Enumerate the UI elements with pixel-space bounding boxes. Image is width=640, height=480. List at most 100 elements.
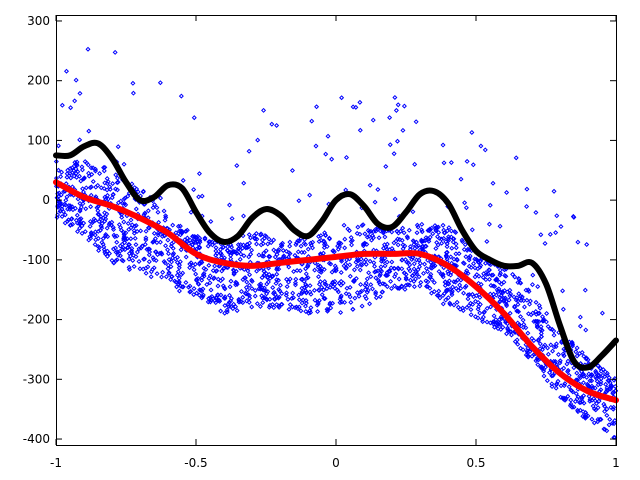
scatter-point <box>462 200 468 206</box>
scatter-point <box>101 168 107 174</box>
scatter-point <box>70 221 76 227</box>
scatter-point <box>228 242 234 248</box>
scatter-point <box>212 263 218 269</box>
scatter-point <box>293 242 299 248</box>
scatter-point <box>544 378 550 384</box>
scatter-point <box>543 319 549 325</box>
scatter-point <box>227 202 233 208</box>
scatter-point <box>529 353 535 359</box>
scatter-point <box>569 404 575 410</box>
scatter-point <box>375 187 381 193</box>
scatter-point <box>304 275 310 281</box>
scatter-point <box>113 249 119 255</box>
scatter-point <box>213 248 219 254</box>
scatter-point <box>294 268 300 274</box>
scatter-point <box>98 185 104 191</box>
scatter-point <box>200 294 206 300</box>
scatter-point <box>533 210 539 216</box>
scatter-point <box>301 278 307 284</box>
scatter-point <box>298 308 304 314</box>
scatter-point <box>102 249 108 255</box>
scatter-point <box>231 301 237 307</box>
scatter-point <box>72 205 78 211</box>
scatter-point <box>168 277 174 283</box>
scatter-point <box>106 251 112 257</box>
scatter-point <box>553 344 559 350</box>
scatter-point <box>481 309 488 315</box>
scatter-point <box>233 304 239 310</box>
scatter-point <box>459 237 465 243</box>
scatter-point <box>425 284 431 290</box>
scatter-point <box>162 260 168 266</box>
scatter-point <box>490 180 496 186</box>
scatter-point <box>196 292 202 298</box>
scatter-point <box>573 391 579 397</box>
scatter-point <box>328 282 334 288</box>
scatter-point <box>230 267 236 273</box>
scatter-point <box>314 302 320 308</box>
scatter-point <box>248 251 254 257</box>
scatter-point <box>387 142 393 148</box>
scatter-point <box>321 287 327 293</box>
scatter-point <box>169 241 175 247</box>
scatter-point <box>444 288 450 294</box>
scatter-point <box>496 286 502 292</box>
scatter-point <box>332 281 338 287</box>
black-curve-line <box>53 139 619 371</box>
scatter-point <box>357 99 363 105</box>
scatter-point <box>104 253 110 259</box>
scatter-point <box>295 249 301 255</box>
scatter-point <box>463 270 469 276</box>
scatter-point <box>213 268 219 274</box>
scatter-point <box>147 246 153 252</box>
scatter-point <box>349 237 355 243</box>
scatter-point <box>435 242 441 248</box>
scatter-point <box>318 233 324 239</box>
scatter-point <box>286 306 292 312</box>
scatter-point <box>316 239 322 245</box>
scatter-point <box>64 171 70 177</box>
scatter-point <box>401 230 407 236</box>
scatter-point <box>122 195 128 201</box>
scatter-point <box>196 281 202 287</box>
scatter-point <box>462 242 468 248</box>
scatter-point <box>419 227 425 233</box>
scatter-point <box>366 270 372 276</box>
scatter-point <box>244 279 250 285</box>
scatter-point <box>440 142 446 148</box>
scatter-point <box>77 220 83 226</box>
scatter-point <box>403 275 409 281</box>
scatter-point <box>560 306 566 312</box>
scatter-point <box>370 117 376 123</box>
scatter-point <box>384 259 390 265</box>
scatter-point <box>247 272 253 278</box>
scatter-point <box>577 373 583 379</box>
scatter-point <box>77 225 83 231</box>
scatter-point <box>328 305 334 311</box>
scatter-point <box>611 404 617 410</box>
scatter-point <box>373 268 379 274</box>
scatter-point <box>512 274 518 280</box>
scatter-point <box>178 93 184 99</box>
scatter-point <box>115 144 121 150</box>
scatter-point <box>145 208 151 214</box>
scatter-point <box>134 249 140 255</box>
scatter-point <box>317 279 323 285</box>
scatter-point <box>166 257 172 263</box>
scatter-point <box>61 189 67 195</box>
scatter-point <box>367 258 373 264</box>
scatter-point <box>241 253 247 259</box>
scatter-point <box>377 271 383 277</box>
scatter-point <box>119 241 125 247</box>
scatter-point <box>412 245 418 251</box>
scatter-point <box>191 115 197 121</box>
scatter-point <box>402 286 408 292</box>
scatter-point <box>516 276 522 282</box>
scatter-point <box>361 259 367 265</box>
scatter-point <box>140 188 146 194</box>
scatter-point <box>411 278 417 284</box>
scatter-point <box>568 397 574 403</box>
scatter-point <box>102 218 108 224</box>
scatter-point <box>516 291 522 297</box>
scatter-point <box>215 276 221 282</box>
